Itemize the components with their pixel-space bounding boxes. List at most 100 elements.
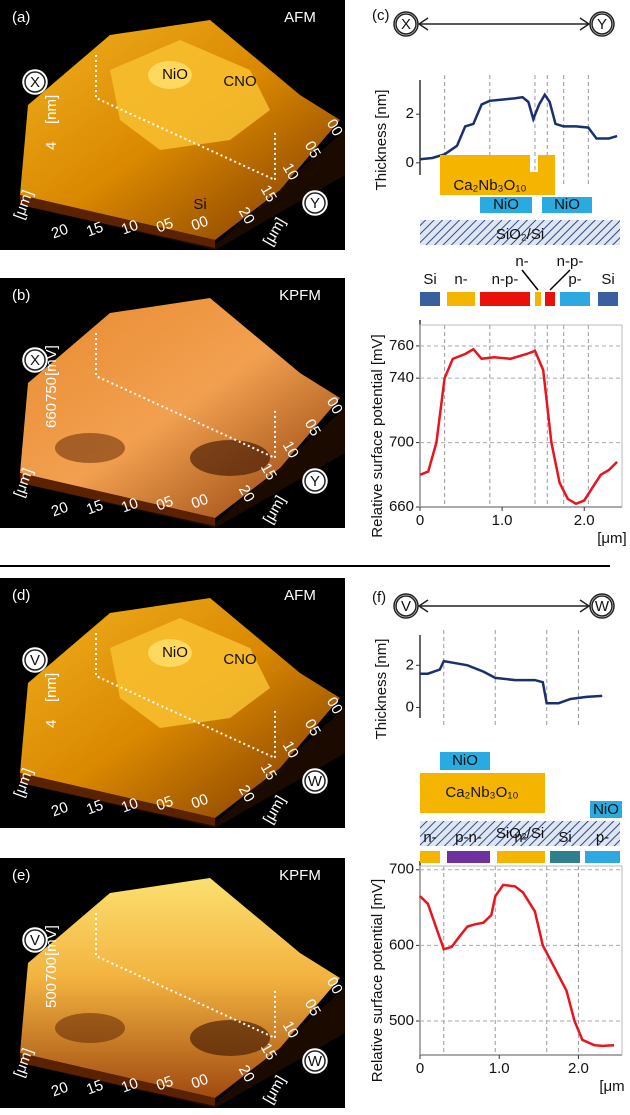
panel-label: (c) (372, 7, 390, 24)
x-tick-label: 0 (416, 512, 424, 529)
region-label: n-p- (492, 271, 519, 288)
region-bar (545, 292, 555, 306)
panel-label: (e) (12, 867, 30, 884)
data-line (420, 95, 617, 160)
marker-label: X (30, 74, 40, 91)
panel-label: (b) (12, 287, 30, 304)
region-label: n- (514, 829, 527, 846)
annotation: CNO (223, 651, 256, 668)
annotation: Si (193, 196, 206, 213)
layer-label: NiO (593, 801, 619, 818)
y-tick-label: 0 (406, 698, 414, 715)
image-panel: (b)KPFM660750[mV][μm][μm]200015051010051… (0, 278, 346, 528)
layer-label: Ca₂Nb₃O₁₀ (445, 784, 518, 801)
y-tick-label: 700 (389, 434, 414, 451)
y-tick-label: 500 (389, 1012, 414, 1029)
y-tick-label: 660 (389, 498, 414, 515)
y-axis-label: Thickness [nm] (373, 90, 390, 191)
z-label: 500 (43, 983, 60, 1008)
mode-label: KPFM (279, 287, 321, 304)
layer-label: NiO (554, 196, 580, 213)
region-bar (550, 851, 580, 863)
plot-frame (420, 325, 622, 507)
x-tick-label: 2.0 (568, 1060, 589, 1077)
y-tick-label: 600 (389, 936, 414, 953)
region-label: p- (596, 829, 609, 846)
panel-label: (a) (12, 9, 30, 26)
region-label: n-p- (557, 253, 584, 270)
data-line (420, 349, 617, 504)
z-label: 750 (43, 377, 60, 402)
region-bar (447, 292, 475, 306)
region-label: Si (423, 271, 436, 288)
region-bar (420, 292, 440, 306)
region-bar (497, 851, 545, 863)
y-tick-label: 740 (389, 369, 414, 386)
layer-label: NiO (493, 196, 519, 213)
marker-label: X (30, 352, 40, 369)
mode-label: AFM (284, 587, 316, 604)
z-label: 4 (43, 720, 60, 728)
marker-label: Y (310, 473, 320, 490)
region-bar (560, 292, 590, 306)
image-panel: (d)AFMNiOCNO4[nm][μm][μm]200015051010051… (0, 578, 346, 828)
region-bar (420, 851, 440, 863)
z-label: 700 (43, 957, 60, 982)
marker-label: Y (597, 16, 607, 33)
image-panel: (e)KPFM500700[mV][μm][μm]200015051010051… (0, 858, 346, 1108)
marker-label: W (595, 598, 610, 615)
y-axis-label: Relative surface potential [mV] (369, 334, 386, 537)
z-label: 4 (43, 142, 60, 150)
z-label: [nm] (43, 673, 60, 702)
marker-label: W (308, 1053, 323, 1070)
label-arrow (522, 270, 538, 290)
annotation: NiO (162, 66, 188, 83)
y-tick-label: 700 (389, 861, 414, 878)
x-tick-label: 1.0 (489, 1060, 510, 1077)
x-unit: [μm] (597, 530, 626, 547)
region-label: n- (454, 271, 467, 288)
region-bar (598, 292, 618, 306)
image-panel: (a)AFMNiOCNOSi4[nm][μm][μm]2000150510100… (0, 0, 346, 250)
y-axis-label: Thickness [nm] (373, 639, 390, 740)
region-bar (480, 292, 530, 306)
x-tick-label: 2.0 (574, 512, 595, 529)
plot-frame (420, 866, 622, 1055)
y-tick-label: 760 (389, 337, 414, 354)
region-bar (447, 851, 490, 863)
label-arrow (550, 270, 570, 290)
x-tick-label: 1.0 (492, 512, 513, 529)
shade (55, 1013, 125, 1043)
marker-label: V (30, 932, 40, 949)
annotation: CNO (223, 73, 256, 90)
data-line (420, 661, 602, 703)
z-label: [nm] (43, 95, 60, 124)
x-tick-label: 0 (416, 1060, 424, 1077)
marker-label: V (30, 652, 40, 669)
page: {"panels": [ {"label": "(a)", "mode": "A… (0, 0, 630, 1115)
layer-label: Ca₂Nb₃O₁₀ (453, 177, 526, 194)
mode-label: KPFM (279, 867, 321, 884)
annotation: NiO (162, 644, 188, 661)
region-label: Si (558, 829, 571, 846)
region-label: n- (423, 829, 436, 846)
shade (55, 433, 125, 463)
mode-label: AFM (284, 9, 316, 26)
region-label: n- (515, 253, 528, 270)
marker-label: Y (310, 195, 320, 212)
y-tick-label: 2 (406, 105, 414, 122)
panel-label: (f) (372, 589, 386, 606)
z-label: 660 (43, 403, 60, 428)
region-bar (585, 851, 620, 863)
marker-label: W (308, 773, 323, 790)
layer-label: NiO (452, 752, 478, 769)
region-bar (535, 292, 541, 306)
region-label: Si (601, 271, 614, 288)
x-unit: [μm (599, 1078, 624, 1095)
layer-label: SiO₂/Si (496, 226, 544, 243)
panel-label: (d) (12, 587, 30, 604)
y-tick-label: 2 (406, 656, 414, 673)
region-label: p-n- (455, 829, 482, 846)
y-axis-label: Relative surface potential [mV] (369, 879, 386, 1082)
y-tick-label: 0 (406, 154, 414, 171)
